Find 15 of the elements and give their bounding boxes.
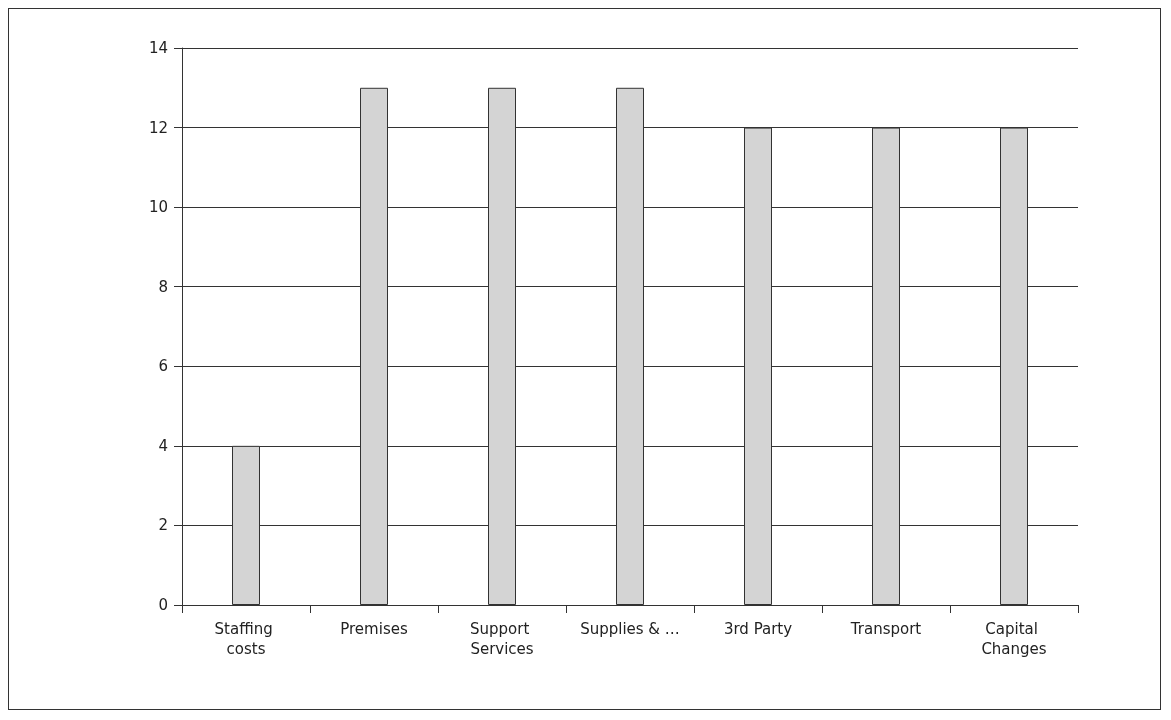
x-tick-label: Supplies & … bbox=[580, 620, 680, 638]
y-tick-label: 2 bbox=[158, 516, 168, 535]
y-tick-label: 10 bbox=[148, 198, 168, 217]
x-tick-label: Support Services bbox=[469, 620, 535, 658]
x-tick-label: Capital Changes bbox=[981, 620, 1047, 658]
x-tick-label: Premises bbox=[340, 620, 408, 638]
x-tick-label: Staffing costs bbox=[214, 620, 278, 658]
y-tick-label: 4 bbox=[158, 436, 168, 455]
y-tick-label: 8 bbox=[158, 277, 168, 296]
x-tick-label: Transport bbox=[849, 620, 922, 638]
y-tick-label: 12 bbox=[148, 118, 168, 137]
y-tick-label: 6 bbox=[158, 357, 168, 376]
x-tick-label: 3rd Party bbox=[723, 620, 793, 638]
y-tick-label: 14 bbox=[148, 39, 168, 57]
y-tick-label: 0 bbox=[158, 596, 168, 614]
